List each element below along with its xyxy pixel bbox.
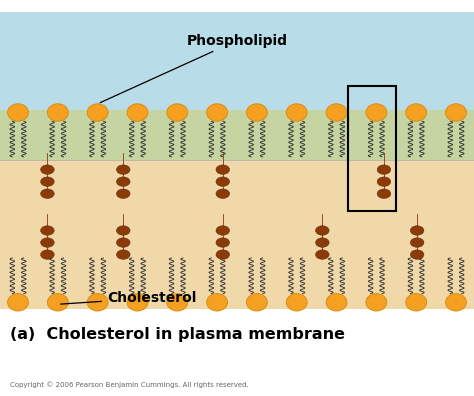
- Ellipse shape: [216, 177, 229, 187]
- Bar: [0, 110, 474, 160]
- Circle shape: [446, 104, 466, 121]
- Ellipse shape: [410, 238, 424, 247]
- Circle shape: [366, 293, 387, 311]
- Ellipse shape: [41, 177, 54, 187]
- Ellipse shape: [41, 238, 54, 247]
- Ellipse shape: [410, 226, 424, 235]
- Ellipse shape: [216, 238, 229, 247]
- Circle shape: [127, 293, 148, 311]
- Circle shape: [246, 104, 267, 121]
- Ellipse shape: [216, 189, 229, 198]
- Ellipse shape: [117, 189, 130, 198]
- Circle shape: [406, 293, 427, 311]
- Circle shape: [87, 293, 108, 311]
- Ellipse shape: [316, 250, 329, 259]
- Circle shape: [286, 104, 307, 121]
- Bar: [348, 86, 396, 211]
- Circle shape: [366, 104, 387, 121]
- Ellipse shape: [41, 189, 54, 198]
- Text: Cholesterol: Cholesterol: [61, 291, 196, 305]
- Circle shape: [207, 293, 228, 311]
- Ellipse shape: [377, 165, 391, 174]
- Circle shape: [167, 293, 188, 311]
- Ellipse shape: [41, 226, 54, 235]
- Circle shape: [246, 293, 267, 311]
- Ellipse shape: [41, 165, 54, 174]
- Circle shape: [207, 104, 228, 121]
- Ellipse shape: [316, 226, 329, 235]
- Circle shape: [326, 293, 347, 311]
- Ellipse shape: [117, 238, 130, 247]
- Circle shape: [127, 104, 148, 121]
- Ellipse shape: [117, 226, 130, 235]
- Ellipse shape: [410, 250, 424, 259]
- Circle shape: [326, 104, 347, 121]
- Ellipse shape: [41, 250, 54, 259]
- Circle shape: [286, 293, 307, 311]
- Circle shape: [406, 104, 427, 121]
- Circle shape: [8, 293, 28, 311]
- Text: (a)  Cholesterol in plasma membrane: (a) Cholesterol in plasma membrane: [10, 327, 346, 342]
- Bar: [0, 12, 474, 110]
- Circle shape: [446, 293, 466, 311]
- Ellipse shape: [216, 250, 229, 259]
- Circle shape: [8, 104, 28, 121]
- Ellipse shape: [216, 226, 229, 235]
- Ellipse shape: [117, 250, 130, 259]
- Ellipse shape: [117, 165, 130, 174]
- Circle shape: [167, 104, 188, 121]
- Ellipse shape: [377, 189, 391, 198]
- Circle shape: [47, 104, 68, 121]
- Text: Phospholipid: Phospholipid: [100, 34, 288, 103]
- Ellipse shape: [377, 177, 391, 187]
- Bar: [0, 160, 474, 309]
- Ellipse shape: [117, 177, 130, 187]
- Text: Copyright © 2006 Pearson Benjamin Cummings. All rights reserved.: Copyright © 2006 Pearson Benjamin Cummin…: [10, 381, 249, 388]
- Circle shape: [47, 293, 68, 311]
- Ellipse shape: [316, 238, 329, 247]
- Circle shape: [87, 104, 108, 121]
- Ellipse shape: [216, 165, 229, 174]
